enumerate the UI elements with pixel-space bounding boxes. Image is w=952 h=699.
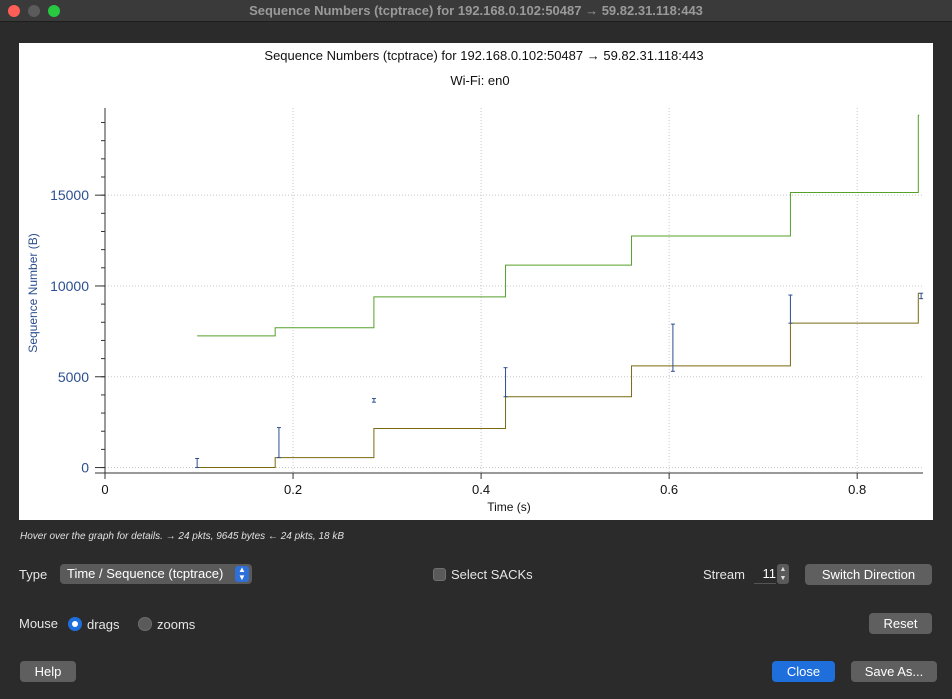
y-tick-label: 10000 bbox=[50, 278, 89, 294]
select-sacks-checkbox[interactable] bbox=[433, 568, 446, 581]
y-tick-label: 15000 bbox=[50, 187, 89, 203]
receive-window-line bbox=[197, 114, 920, 337]
mouse-label: Mouse bbox=[19, 616, 59, 631]
x-tick-label: 0.2 bbox=[284, 482, 302, 497]
close-button[interactable]: Close bbox=[772, 661, 835, 682]
x-tick-label: 0.6 bbox=[660, 482, 678, 497]
type-select[interactable]: Time / Sequence (tcptrace) ▲ ▼ bbox=[60, 564, 252, 584]
y-tick-label: 5000 bbox=[58, 369, 89, 385]
y-axis-label: Sequence Number (B) bbox=[26, 233, 40, 352]
zooms-label[interactable]: zooms bbox=[157, 617, 196, 632]
x-tick-label: 0.8 bbox=[848, 482, 866, 497]
save-as-button[interactable]: Save As... bbox=[851, 661, 937, 682]
reset-button[interactable]: Reset bbox=[869, 613, 932, 634]
select-sacks-label: Select SACKs bbox=[451, 567, 533, 582]
title-bar: Sequence Numbers (tcptrace) for 192.168.… bbox=[0, 0, 952, 22]
switch-direction-button[interactable]: Switch Direction bbox=[805, 564, 932, 585]
help-button[interactable]: Help bbox=[20, 661, 76, 682]
grid-lines bbox=[105, 108, 923, 473]
window-title: Sequence Numbers (tcptrace) for 192.168.… bbox=[249, 3, 703, 18]
chart-title: Sequence Numbers (tcptrace) for 192.168.… bbox=[264, 48, 703, 63]
x-axis-label: Time (s) bbox=[487, 500, 531, 514]
window-minimize-icon[interactable] bbox=[28, 5, 40, 17]
chart-subtitle: Wi-Fi: en0 bbox=[450, 73, 509, 88]
chevron-updown-icon: ▲ ▼ bbox=[235, 566, 249, 582]
stream-input[interactable]: 11 bbox=[754, 564, 776, 584]
drags-radio[interactable] bbox=[68, 617, 82, 631]
window-zoom-icon[interactable] bbox=[48, 5, 60, 17]
x-tick-label: 0.4 bbox=[472, 482, 490, 497]
drags-label[interactable]: drags bbox=[87, 617, 120, 632]
status-hint: Hover over the graph for details. → 24 p… bbox=[20, 531, 345, 542]
graph-panel[interactable]: Sequence Numbers (tcptrace) for 192.168.… bbox=[19, 43, 933, 520]
window-close-icon[interactable] bbox=[8, 5, 20, 17]
zooms-radio[interactable] bbox=[138, 617, 152, 631]
type-label: Type bbox=[19, 567, 48, 582]
axes: 0 0.2 0.4 0.6 0.8 0 5000 10000 15000 bbox=[50, 108, 923, 497]
type-select-value: Time / Sequence (tcptrace) bbox=[67, 566, 224, 581]
stream-label: Stream bbox=[703, 567, 745, 582]
sequence-chart[interactable]: Sequence Numbers (tcptrace) for 192.168.… bbox=[19, 43, 933, 520]
x-tick-label: 0 bbox=[101, 482, 108, 497]
stream-stepper[interactable]: ▲ ▼ bbox=[777, 564, 789, 584]
stepper-arrows-icon: ▲ ▼ bbox=[779, 566, 787, 582]
y-tick-label: 0 bbox=[81, 460, 89, 476]
series bbox=[195, 114, 924, 469]
ack-line bbox=[197, 292, 920, 469]
